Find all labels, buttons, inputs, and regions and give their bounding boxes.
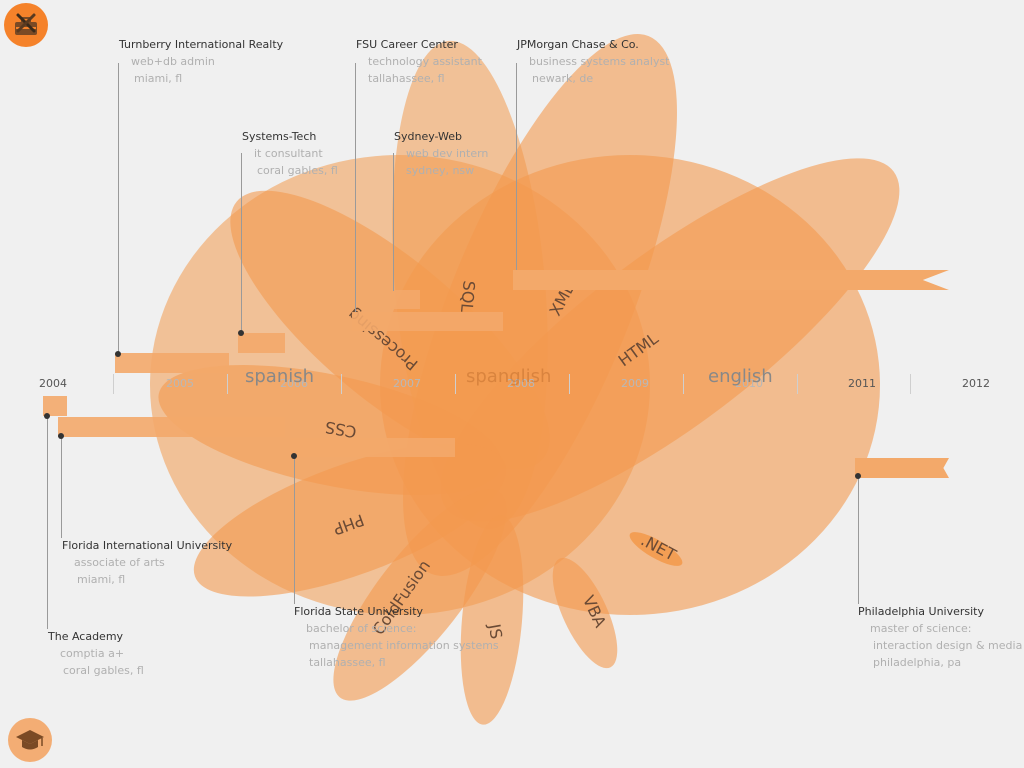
edu-degree: associate of arts: [74, 556, 165, 569]
year-label-2009: 2009: [621, 377, 649, 390]
edu-degree: master of science:: [870, 622, 972, 635]
anchor-dot: [44, 413, 50, 419]
work-place: miami, fl: [134, 72, 183, 85]
anchor-dot: [238, 330, 244, 336]
vba-petal: [552, 557, 618, 669]
work-org: Systems-Tech: [242, 130, 317, 143]
timeline-tick: [113, 374, 114, 394]
anchor-dot: [855, 473, 861, 479]
leader-line: [355, 63, 356, 312]
php-petal: [193, 443, 507, 597]
edu-place: coral gables, fl: [63, 664, 144, 677]
year-label-2006: 2006: [280, 377, 308, 390]
work-org: FSU Career Center: [356, 38, 458, 51]
dotnet-petal: [629, 532, 683, 566]
year-label-2011: 2011: [848, 377, 876, 390]
timeline-tick: [910, 374, 911, 394]
coldfusion-petal: [333, 489, 507, 701]
edu-org: Philadelphia University: [858, 605, 985, 618]
skill-label-sql: SQL: [456, 279, 479, 314]
work-bar-jpmorgan[interactable]: [513, 270, 949, 290]
year-label-2010: 2010: [735, 377, 763, 390]
timeline-tick: [455, 374, 456, 394]
html-petal: [440, 158, 900, 522]
year-label-2012: 2012: [962, 377, 990, 390]
edu-field: management information systems: [309, 639, 499, 652]
leader-line: [47, 416, 48, 629]
edu-entry-philadelphia-university[interactable]: Philadelphia University master of scienc…: [858, 603, 1022, 671]
work-bar-turnberry[interactable]: [115, 353, 229, 373]
edu-bar-fsu[interactable]: [290, 438, 455, 457]
edu-field: interaction design & media: [873, 639, 1023, 652]
work-org: Sydney-Web: [394, 130, 463, 143]
anchor-dot: [115, 351, 121, 357]
work-role: it consultant: [254, 147, 323, 160]
work-entry-sydney-web[interactable]: Sydney-Web web dev intern sydney, nsw: [394, 128, 488, 179]
work-org: JPMorgan Chase & Co.: [517, 38, 639, 51]
edu-place: philadelphia, pa: [873, 656, 962, 669]
work-entry-turnberry[interactable]: Turnberry International Realty web+db ad…: [119, 36, 283, 87]
leader-line: [118, 63, 119, 354]
edu-entry-the-academy[interactable]: The Academy comptia a+ coral gables, fl: [48, 628, 144, 679]
timeline-tick: [569, 374, 570, 394]
work-entry-systems-tech[interactable]: Systems-Tech it consultant coral gables,…: [242, 128, 338, 179]
leader-line: [393, 153, 394, 291]
work-role: web+db admin: [131, 55, 215, 68]
work-place: sydney, nsw: [406, 164, 475, 177]
edu-bar-fiu[interactable]: [58, 417, 285, 437]
edu-degree: bachelor of science:: [306, 622, 417, 635]
work-entry-jpmorgan[interactable]: JPMorgan Chase & Co. business systems an…: [517, 36, 670, 87]
timeline-tick: [341, 374, 342, 394]
edu-entry-fsu[interactable]: Florida State University bachelor of sci…: [294, 603, 499, 671]
leader-line: [61, 436, 62, 538]
edu-degree: comptia a+: [60, 647, 125, 660]
education-view-button[interactable]: [8, 718, 52, 762]
work-place: coral gables, fl: [257, 164, 338, 177]
year-label-2005: 2005: [166, 377, 194, 390]
work-org: Turnberry International Realty: [119, 38, 284, 51]
work-role: technology assistant: [368, 55, 482, 68]
work-bar-sydney-web[interactable]: [390, 290, 420, 309]
edu-bar-philadelphia-university[interactable]: [855, 458, 949, 478]
edu-bar-the-academy[interactable]: [43, 396, 67, 416]
leader-line: [516, 63, 517, 270]
work-place: newark, de: [532, 72, 594, 85]
work-role: business systems analyst: [529, 55, 670, 68]
timeline-tick: [683, 374, 684, 394]
work-entry-fsu-career-center[interactable]: FSU Career Center technology assistant t…: [356, 36, 482, 87]
timeline-tick: [227, 374, 228, 394]
leader-line: [241, 153, 242, 333]
work-bar-fsu-career-center[interactable]: [352, 312, 503, 331]
edu-org: Florida International University: [62, 539, 233, 552]
js-petal: [460, 515, 524, 725]
edu-place: tallahassee, fl: [309, 656, 386, 669]
language-label-english: english: [708, 366, 773, 387]
edu-org: Florida State University: [294, 605, 424, 618]
edu-org: The Academy: [48, 630, 124, 643]
year-label-2004: 2004: [39, 377, 67, 390]
work-bar-systems-tech[interactable]: [238, 333, 285, 353]
work-role: web dev intern: [406, 147, 489, 160]
year-label-2008: 2008: [507, 377, 535, 390]
leader-line: [858, 476, 859, 604]
leader-line: [294, 456, 295, 604]
graduation-cap-icon: [16, 730, 44, 750]
language-label-spanglish: spanglish: [466, 366, 552, 387]
work-view-button[interactable]: [4, 3, 48, 47]
year-label-2007: 2007: [393, 377, 421, 390]
edu-entry-fiu[interactable]: Florida International University associa…: [62, 537, 232, 588]
timeline-tick: [797, 374, 798, 394]
language-label-spanish: spanish: [245, 366, 315, 387]
edu-place: miami, fl: [77, 573, 126, 586]
anchor-dot: [58, 433, 64, 439]
work-place: tallahassee, fl: [368, 72, 445, 85]
anchor-dot: [291, 453, 297, 459]
tools-briefcase-icon: [15, 13, 37, 35]
